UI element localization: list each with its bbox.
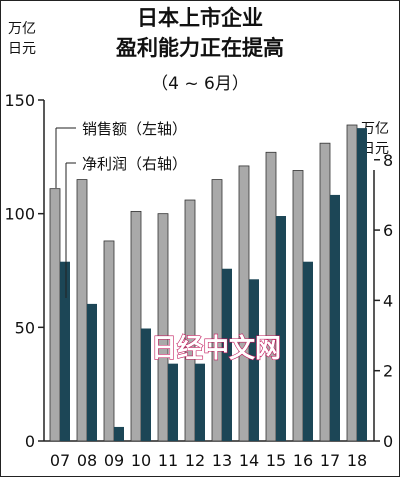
right-tick-label: 0: [383, 432, 393, 451]
profit-bar: [114, 426, 124, 441]
chart-subtitle: （4 ~ 6月）: [151, 74, 249, 94]
right-unit-line-2: 日元: [361, 141, 389, 157]
sales-bar: [292, 170, 304, 442]
chart-title-line-1: 日本上市企业: [137, 6, 263, 30]
x-tick-label: 15: [266, 451, 286, 470]
legend-sales-label: 销售额（左轴）: [82, 120, 187, 138]
x-tick-label: 18: [347, 451, 367, 470]
left-tick-label: 50: [15, 318, 35, 337]
sales-bar: [346, 124, 358, 442]
sales-bar: [103, 240, 115, 442]
x-tick-labels: 07 08 09 10 11 12 13 14 15 16 17 18: [50, 451, 367, 470]
right-tick-label: 6: [383, 221, 393, 240]
left-tick-label: 150: [4, 91, 35, 110]
x-tick-label: 08: [77, 451, 97, 470]
legend-profit-label: 净利润（右轴）: [82, 155, 187, 173]
x-tick-label: 16: [293, 451, 313, 470]
sales-bar: [49, 188, 61, 442]
profit-bar: [87, 303, 97, 441]
sales-bar: [157, 213, 169, 442]
profit-bar: [357, 128, 367, 441]
x-tick-label: 09: [104, 451, 124, 470]
profit-bar: [168, 363, 178, 441]
right-tick-label: 8: [383, 151, 393, 170]
watermark: 日经中文网: [151, 333, 281, 364]
sales-bar: [130, 210, 142, 442]
right-axis-ticks: 0 2 4 6 8: [374, 151, 393, 451]
profit-bar: [330, 194, 340, 441]
right-tick-label: 2: [383, 362, 393, 381]
sales-bar: [76, 179, 88, 442]
x-tick-label: 12: [185, 451, 205, 470]
profit-bar: [303, 261, 313, 441]
right-unit-line-1: 万亿: [361, 121, 389, 137]
sales-bar: [265, 151, 277, 442]
profit-bar: [141, 328, 151, 441]
profit-bar: [60, 261, 70, 441]
left-axis-ticks: 0 50 100 150: [4, 91, 44, 451]
sales-bar: [319, 142, 331, 442]
x-tick-label: 14: [239, 451, 259, 470]
left-tick-label: 100: [4, 205, 35, 224]
profit-bar: [195, 363, 205, 441]
left-unit-line-1: 万亿: [8, 21, 36, 37]
x-tick-label: 13: [212, 451, 232, 470]
profit-bar: [276, 216, 286, 441]
chart-title-line-2: 盈利能力正在提高: [115, 36, 284, 60]
sales-bar: [238, 165, 250, 442]
right-tick-label: 4: [383, 291, 393, 310]
profit-bar: [249, 279, 259, 441]
x-tick-label: 10: [131, 451, 151, 470]
x-tick-label: 17: [320, 451, 340, 470]
left-tick-label: 0: [25, 432, 35, 451]
left-unit-line-2: 日元: [8, 41, 36, 57]
sales-bar: [184, 199, 196, 442]
x-tick-label: 11: [158, 451, 178, 470]
bars-group: [49, 124, 367, 442]
x-tick-label: 07: [50, 451, 70, 470]
profit-bar: [222, 268, 232, 441]
sales-bar: [211, 179, 223, 442]
